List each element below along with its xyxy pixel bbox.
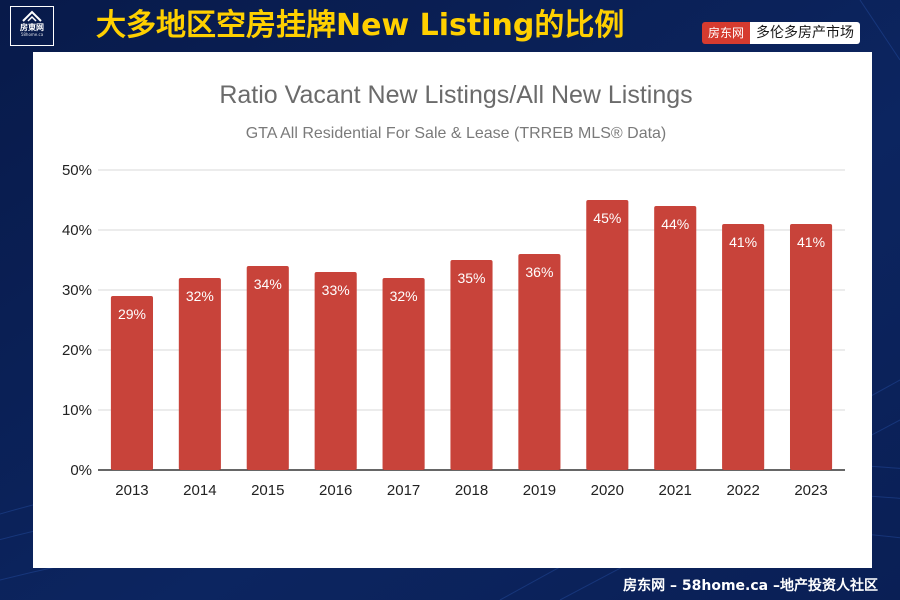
bar-2017 bbox=[382, 278, 425, 470]
bar-value-label: 44% bbox=[661, 216, 689, 232]
page-headline: 大多地区空房挂牌New Listing的比例 bbox=[96, 8, 625, 43]
y-tick-label: 20% bbox=[62, 342, 92, 359]
logo-text: 房東网 bbox=[20, 23, 44, 32]
bar-2013 bbox=[110, 296, 154, 470]
x-tick-label: 2022 bbox=[726, 482, 759, 499]
x-tick-label: 2023 bbox=[794, 482, 827, 499]
bar-value-label: 36% bbox=[525, 264, 553, 280]
bar-value-label: 41% bbox=[797, 234, 825, 250]
x-tick-label: 2019 bbox=[523, 482, 556, 499]
bar-value-label: 41% bbox=[729, 234, 757, 250]
chart-card: Ratio Vacant New Listings/All New Listin… bbox=[33, 52, 872, 568]
footer-credit: 房东网 – 58home.ca –地产投资人社区 bbox=[623, 578, 878, 594]
chart-title: Ratio Vacant New Listings/All New Listin… bbox=[219, 81, 692, 109]
bar-2015 bbox=[246, 266, 289, 470]
logo-subtext: 58home.ca bbox=[20, 32, 44, 37]
bar-2021 bbox=[654, 206, 697, 470]
x-tick-label: 2014 bbox=[183, 482, 216, 499]
y-tick-label: 0% bbox=[70, 462, 92, 479]
x-tick-label: 2013 bbox=[115, 482, 148, 499]
x-tick-label: 2021 bbox=[659, 482, 692, 499]
bar-2022 bbox=[722, 224, 765, 470]
bar-2019 bbox=[518, 254, 561, 470]
bar-value-label: 34% bbox=[254, 276, 282, 292]
x-tick-label: 2020 bbox=[591, 482, 624, 499]
y-tick-label: 30% bbox=[62, 282, 92, 299]
x-tick-label: 2017 bbox=[387, 482, 420, 499]
house-icon bbox=[22, 10, 42, 22]
source-tag-text: 多伦多房产市场 bbox=[750, 22, 861, 44]
bar-2023 bbox=[789, 224, 833, 470]
bar-2014 bbox=[178, 278, 221, 470]
bar-2016 bbox=[314, 272, 357, 470]
bar-value-label: 33% bbox=[322, 282, 350, 298]
x-tick-label: 2015 bbox=[251, 482, 284, 499]
bar-value-label: 35% bbox=[457, 270, 485, 286]
source-tag-brand: 房东网 bbox=[702, 22, 751, 44]
bar-value-label: 29% bbox=[118, 306, 146, 322]
bar-value-label: 45% bbox=[593, 210, 621, 226]
source-tag: 房东网 多伦多房产市场 bbox=[702, 22, 861, 44]
bar-chart: Ratio Vacant New Listings/All New Listin… bbox=[62, 81, 845, 499]
y-tick-label: 40% bbox=[62, 222, 92, 239]
bar-2018 bbox=[450, 260, 493, 470]
x-tick-label: 2018 bbox=[455, 482, 488, 499]
chart-subtitle: GTA All Residential For Sale & Lease (TR… bbox=[246, 125, 667, 142]
y-tick-label: 50% bbox=[62, 162, 92, 179]
bar-value-label: 32% bbox=[186, 288, 214, 304]
bar-2020 bbox=[586, 200, 629, 470]
brand-logo: 房東网 58home.ca bbox=[10, 6, 54, 46]
bar-value-label: 32% bbox=[390, 288, 418, 304]
x-tick-label: 2016 bbox=[319, 482, 352, 499]
y-tick-label: 10% bbox=[62, 402, 92, 419]
